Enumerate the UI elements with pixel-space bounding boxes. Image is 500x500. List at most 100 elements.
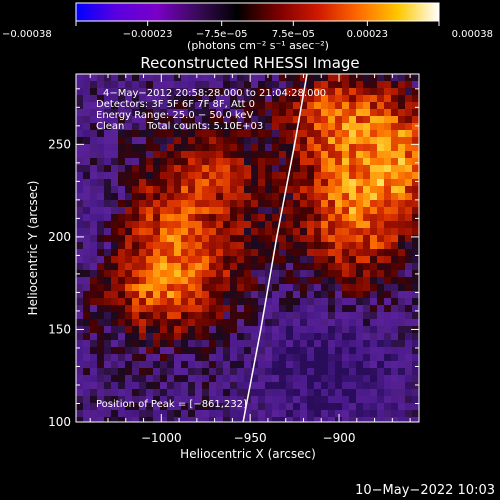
heatmap-cell: [307, 200, 314, 207]
heatmap-cell: [174, 228, 181, 235]
heatmap-cell: [328, 221, 335, 228]
heatmap-cell: [265, 172, 272, 179]
heatmap-cell: [314, 193, 321, 200]
heatmap-cell: [90, 95, 97, 102]
heatmap-cell: [167, 319, 174, 326]
heatmap-cell: [356, 382, 363, 389]
heatmap-cell: [237, 354, 244, 361]
heatmap-cell: [209, 81, 216, 88]
heatmap-cell: [216, 382, 223, 389]
heatmap-cell: [174, 340, 181, 347]
heatmap-cell: [412, 305, 419, 312]
heatmap-cell: [111, 144, 118, 151]
heatmap-cell: [216, 389, 223, 396]
heatmap-cell: [104, 326, 111, 333]
heatmap-cell: [202, 410, 209, 417]
heatmap-cell: [412, 403, 419, 410]
heatmap-cell: [139, 186, 146, 193]
heatmap-cell: [370, 354, 377, 361]
heatmap-cell: [328, 235, 335, 242]
heatmap-cell: [377, 242, 384, 249]
heatmap-cell: [202, 326, 209, 333]
heatmap-cell: [321, 347, 328, 354]
heatmap-cell: [258, 354, 265, 361]
heatmap-cell: [349, 207, 356, 214]
heatmap-cell: [153, 88, 160, 95]
heatmap-cell: [321, 95, 328, 102]
heatmap-cell: [139, 389, 146, 396]
heatmap-cell: [377, 256, 384, 263]
heatmap-cell: [314, 403, 321, 410]
heatmap-cell: [216, 109, 223, 116]
heatmap-cell: [244, 193, 251, 200]
heatmap-cell: [363, 284, 370, 291]
heatmap-cell: [293, 165, 300, 172]
heatmap-cell: [356, 298, 363, 305]
heatmap-cell: [160, 417, 167, 422]
heatmap-cell: [349, 88, 356, 95]
heatmap-cell: [160, 375, 167, 382]
heatmap-cell: [230, 179, 237, 186]
heatmap-cell: [118, 354, 125, 361]
heatmap-cell: [188, 375, 195, 382]
heatmap-cell: [328, 158, 335, 165]
heatmap-cell: [412, 228, 419, 235]
heatmap-cell: [167, 326, 174, 333]
heatmap-cell: [307, 396, 314, 403]
heatmap-cell: [412, 144, 419, 151]
heatmap-cell: [209, 109, 216, 116]
heatmap-cell: [97, 165, 104, 172]
heatmap-cell: [356, 291, 363, 298]
heatmap-cell: [167, 235, 174, 242]
heatmap-cell: [111, 158, 118, 165]
heatmap-cell: [90, 81, 97, 88]
heatmap-cell: [146, 123, 153, 130]
heatmap-cell: [153, 123, 160, 130]
heatmap-cell: [405, 179, 412, 186]
heatmap-cell: [209, 116, 216, 123]
heatmap-cell: [174, 375, 181, 382]
heatmap-cell: [174, 81, 181, 88]
heatmap-cell: [272, 207, 279, 214]
heatmap-cell: [160, 410, 167, 417]
heatmap-cell: [202, 396, 209, 403]
heatmap-cell: [258, 263, 265, 270]
heatmap-cell: [265, 291, 272, 298]
heatmap-cell: [209, 333, 216, 340]
heatmap-cell: [321, 291, 328, 298]
heatmap-cell: [188, 312, 195, 319]
heatmap-cell: [202, 95, 209, 102]
heatmap-cell: [230, 291, 237, 298]
heatmap-cell: [125, 193, 132, 200]
heatmap-cell: [237, 144, 244, 151]
heatmap-cell: [237, 102, 244, 109]
heatmap-cell: [244, 375, 251, 382]
heatmap-cell: [104, 172, 111, 179]
heatmap-cell: [160, 298, 167, 305]
heatmap-cell: [76, 396, 83, 403]
heatmap-cell: [223, 291, 230, 298]
heatmap-cell: [335, 382, 342, 389]
heatmap-cell: [132, 74, 139, 81]
heatmap-cell: [104, 284, 111, 291]
heatmap-cell: [125, 305, 132, 312]
heatmap-cell: [139, 193, 146, 200]
heatmap-cell: [118, 221, 125, 228]
heatmap-cell: [398, 291, 405, 298]
heatmap-cell: [153, 403, 160, 410]
heatmap-cell: [349, 172, 356, 179]
heatmap-cell: [237, 200, 244, 207]
heatmap-cell: [111, 214, 118, 221]
heatmap-cell: [139, 375, 146, 382]
heatmap-cell: [391, 389, 398, 396]
heatmap-cell: [202, 130, 209, 137]
heatmap-cell: [125, 207, 132, 214]
heatmap-cell: [286, 242, 293, 249]
heatmap-cell: [251, 109, 258, 116]
heatmap-cell: [153, 74, 160, 81]
heatmap-cell: [83, 200, 90, 207]
heatmap-cell: [216, 263, 223, 270]
heatmap-cell: [167, 312, 174, 319]
heatmap-cell: [328, 228, 335, 235]
heatmap-cell: [195, 389, 202, 396]
